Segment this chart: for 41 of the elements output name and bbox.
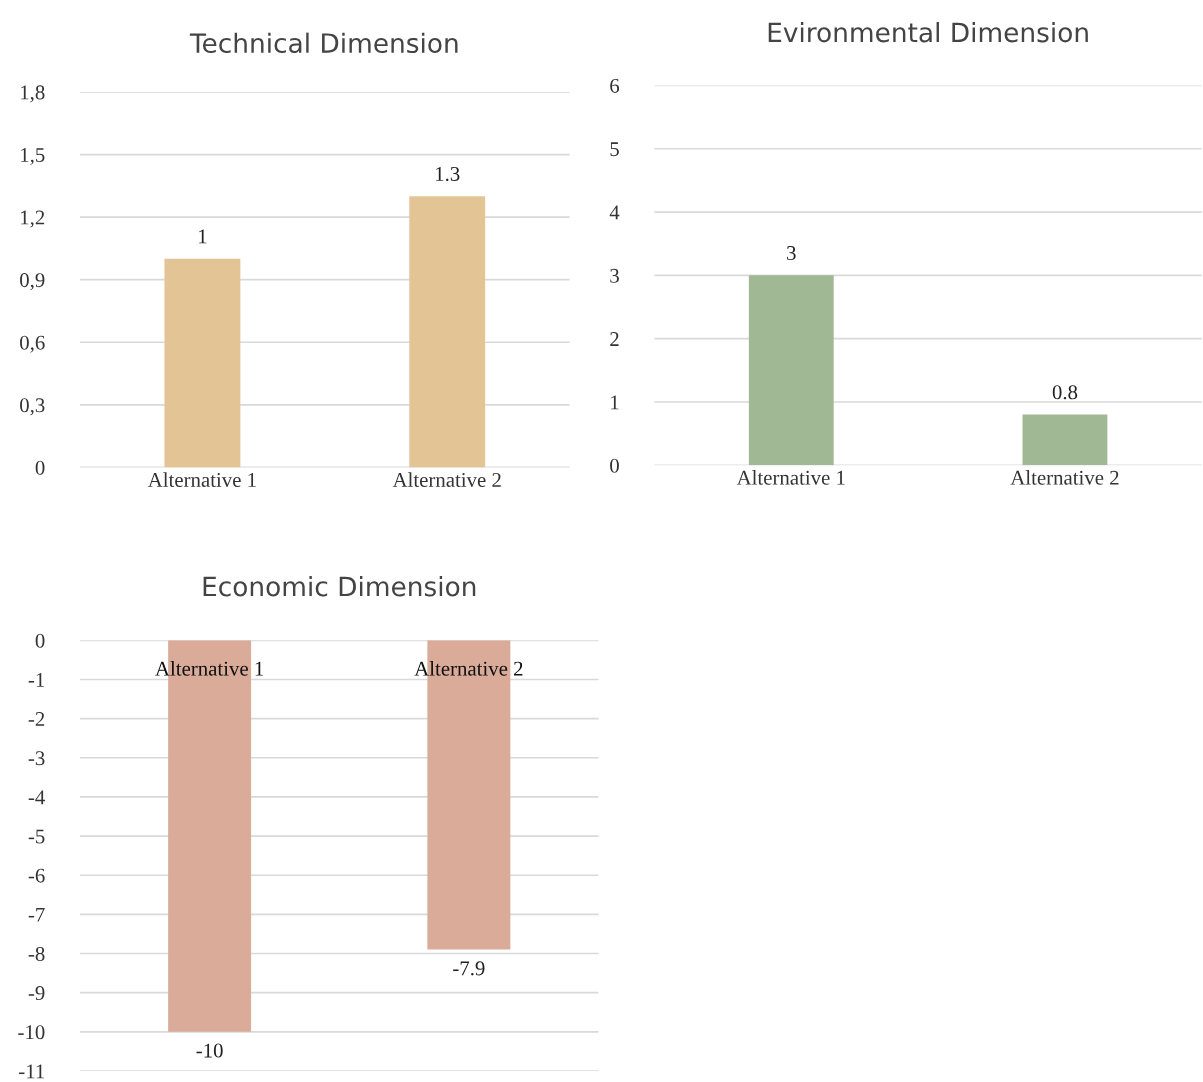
chart-title: Evironmental Dimension [768, 21, 1088, 43]
y-tick-label: -11 [19, 1064, 45, 1079]
y-tick-label: 1,5 [21, 148, 45, 165]
y-tick-label: 0,3 [20, 398, 45, 416]
y-tick-label: -7 [28, 907, 45, 922]
y-tick-label: 0 [610, 458, 619, 473]
data-label: 1.3 [436, 166, 460, 182]
chart-title: Economic Dimension [203, 576, 476, 597]
data-label: -10 [196, 1043, 223, 1058]
y-tick-label: -10 [18, 1025, 45, 1040]
x-tick-label: Alternative 1 [736, 470, 845, 485]
y-tick-label: -6 [28, 868, 45, 883]
y-tick-label: 1,2 [21, 210, 45, 228]
x-tick-label: Alternative 1 [147, 472, 256, 487]
chart-title: Technical Dimension [189, 32, 458, 54]
y-tick-label: 1,8 [21, 85, 45, 103]
x-tick-label: Alternative 2 [414, 661, 523, 676]
y-tick-label: 1 [611, 395, 619, 410]
x-tick-label: Alternative 2 [1010, 470, 1119, 485]
y-tick-label: -8 [28, 946, 45, 961]
y-tick-label: -2 [28, 712, 45, 726]
data-label: 3 [787, 246, 796, 261]
y-tick-label: 3 [610, 268, 619, 283]
y-tick-label: -4 [28, 790, 45, 805]
data-label: 1 [199, 229, 207, 244]
y-tick-label: -1 [28, 672, 45, 687]
y-tick-label: 6 [610, 78, 620, 93]
y-tick-label: 4 [609, 205, 620, 220]
x-tick-label: Alternative 1 [155, 661, 264, 676]
y-tick-label: 5 [610, 142, 619, 157]
data-label: 0.8 [1052, 385, 1078, 400]
y-tick-label: -5 [28, 829, 45, 844]
y-tick-label: 0,9 [20, 273, 45, 291]
y-tick-label: 0,6 [20, 335, 45, 353]
data-label: -7.9 [453, 961, 485, 976]
x-tick-label: Alternative 2 [392, 472, 501, 487]
y-tick-label: -9 [28, 986, 45, 1001]
y-tick-label: 0 [35, 460, 45, 475]
y-tick-label: 0 [35, 633, 45, 648]
y-tick-label: -3 [28, 751, 45, 766]
y-tick-label: 2 [610, 332, 619, 346]
